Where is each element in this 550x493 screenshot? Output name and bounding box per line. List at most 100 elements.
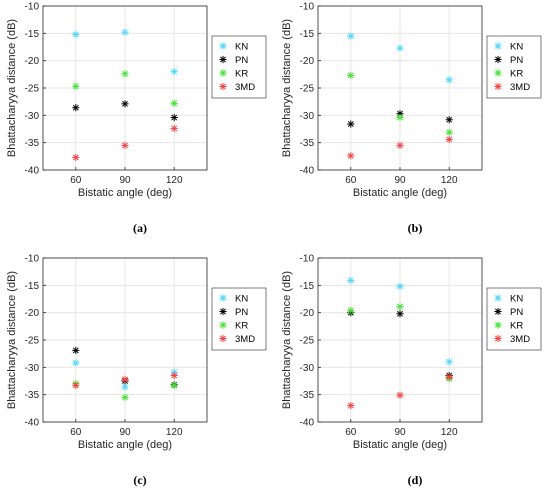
legend-marker-kr xyxy=(219,321,227,329)
data-point-3md xyxy=(445,135,453,143)
legend-marker-3md xyxy=(494,82,502,91)
legend-label-kn: KN xyxy=(510,294,523,305)
marker-stroke xyxy=(446,129,453,136)
y-tick-label: -20 xyxy=(25,308,40,319)
y-tick-label: -25 xyxy=(300,336,315,347)
y-tick-label: -20 xyxy=(300,308,315,319)
marker-stroke xyxy=(72,347,79,354)
y-tick-label: -30 xyxy=(25,363,40,374)
legend-label-kn: KN xyxy=(235,42,248,53)
marker-stroke xyxy=(347,277,354,284)
marker-stroke xyxy=(446,358,453,365)
x-axis-label: Bistatic angle (deg) xyxy=(353,439,447,451)
legend-marker-kn xyxy=(494,294,502,302)
legend-marker-3md xyxy=(219,334,227,343)
data-point-kn xyxy=(445,76,453,84)
data-point-kn xyxy=(347,276,355,285)
marker-stroke xyxy=(220,335,226,342)
legend-label-3md: 3MD xyxy=(235,82,255,93)
legend-label-3md: 3MD xyxy=(510,334,530,345)
marker-stroke xyxy=(72,360,79,366)
x-tick-label: 60 xyxy=(345,175,357,186)
y-tick-label: -30 xyxy=(300,111,315,122)
marker-stroke xyxy=(397,283,403,290)
data-point-kn xyxy=(72,30,80,39)
legend-label-pn: PN xyxy=(510,55,523,66)
data-point-kn xyxy=(347,32,355,40)
y-tick-label: -15 xyxy=(300,281,315,292)
y-tick-label: -30 xyxy=(300,363,315,374)
data-point-3md xyxy=(396,391,404,399)
data-point-pn xyxy=(170,113,178,122)
marker-stroke xyxy=(446,136,453,143)
legend-marker-pn xyxy=(494,55,502,64)
x-axis-label: Bistatic angle (deg) xyxy=(78,439,172,451)
marker-stroke xyxy=(171,372,178,379)
x-tick-label: 60 xyxy=(70,427,82,438)
marker-stroke xyxy=(220,43,226,49)
legend: KN PN KR 3MD xyxy=(486,35,542,99)
marker-stroke xyxy=(397,114,403,121)
marker-stroke xyxy=(495,308,501,315)
data-point-3md xyxy=(121,141,129,149)
marker-stroke xyxy=(220,308,226,315)
marker-stroke xyxy=(220,322,226,328)
marker-stroke xyxy=(220,70,226,76)
y-tick-label: -20 xyxy=(300,56,315,67)
data-point-kn xyxy=(396,282,404,291)
data-point-3md xyxy=(445,373,453,381)
legend-marker-kr xyxy=(494,69,502,77)
legend-marker-pn xyxy=(219,55,227,64)
marker-stroke xyxy=(397,45,403,52)
marker-stroke xyxy=(171,68,178,75)
legend-label-kn: KN xyxy=(510,42,523,53)
marker-stroke xyxy=(397,310,403,317)
data-point-3md xyxy=(170,124,178,133)
data-point-pn xyxy=(121,100,129,108)
marker-stroke xyxy=(122,70,128,77)
legend: KN PN KR 3MD xyxy=(486,287,542,351)
marker-stroke xyxy=(446,76,453,83)
panel-caption: (a) xyxy=(133,221,147,235)
y-tick-label: -35 xyxy=(300,390,315,401)
marker-stroke xyxy=(495,322,501,328)
data-point-3md xyxy=(347,402,355,410)
marker-stroke xyxy=(122,100,128,107)
x-tick-label: 60 xyxy=(70,175,82,186)
marker-stroke xyxy=(495,43,501,49)
marker-stroke xyxy=(495,335,501,342)
x-tick-label: 120 xyxy=(166,427,183,438)
data-point-kr xyxy=(347,306,355,315)
y-tick-label: -25 xyxy=(25,84,40,95)
marker-stroke xyxy=(397,142,403,149)
legend-label-kr: KR xyxy=(235,69,248,80)
data-point-kr xyxy=(347,71,355,80)
y-axis-label: Bhattacharyya distance (dB) xyxy=(281,19,293,157)
y-tick-label: -10 xyxy=(25,2,40,13)
legend-label-kn: KN xyxy=(235,294,248,305)
marker-stroke xyxy=(397,303,403,310)
y-tick-label: -25 xyxy=(300,84,315,95)
y-tick-label: -35 xyxy=(25,138,40,149)
marker-stroke xyxy=(122,376,128,383)
legend-label-kr: KR xyxy=(510,321,523,332)
legend-marker-kn xyxy=(494,42,502,50)
data-point-kr xyxy=(396,303,404,311)
marker-stroke xyxy=(495,295,501,301)
legend-label-3md: 3MD xyxy=(510,82,530,93)
y-tick-label: -30 xyxy=(25,111,40,122)
x-tick-label: 90 xyxy=(119,427,131,438)
marker-stroke xyxy=(220,295,226,301)
y-tick-label: -35 xyxy=(300,138,315,149)
legend-label-3md: 3MD xyxy=(235,334,255,345)
legend-marker-pn xyxy=(494,307,502,316)
x-axis-label: Bistatic angle (deg) xyxy=(78,187,172,199)
legend-marker-3md xyxy=(219,82,227,91)
legend-marker-pn xyxy=(219,307,227,316)
marker-stroke xyxy=(122,29,128,36)
marker-stroke xyxy=(220,83,226,90)
